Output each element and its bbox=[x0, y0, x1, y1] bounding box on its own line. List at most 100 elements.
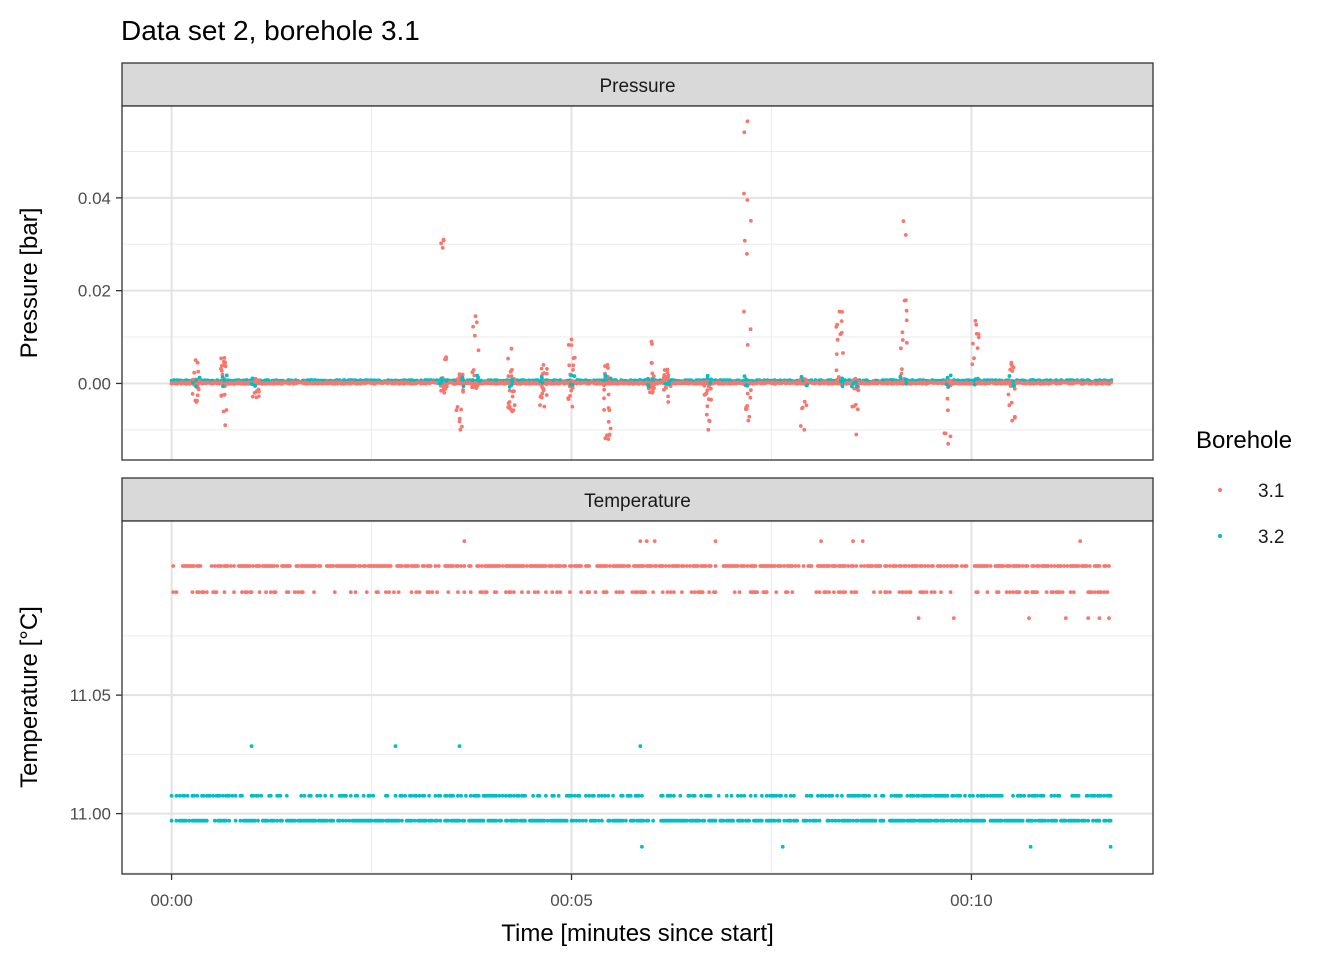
point-3-1 bbox=[617, 590, 622, 594]
point-3-1 bbox=[1009, 400, 1014, 405]
point-3-1 bbox=[508, 369, 513, 374]
pressure-points bbox=[169, 119, 1114, 446]
point-3-2 bbox=[385, 793, 390, 798]
point-3-1 bbox=[538, 403, 542, 407]
point-3-2 bbox=[795, 818, 799, 823]
point-3-1 bbox=[665, 367, 670, 372]
point-3-2 bbox=[1011, 379, 1015, 383]
point-3-2 bbox=[308, 793, 313, 798]
point-3-1 bbox=[1001, 564, 1006, 568]
point-3-2 bbox=[692, 793, 697, 798]
point-3-1 bbox=[899, 346, 903, 351]
point-3-2 bbox=[572, 374, 577, 378]
point-3-1 bbox=[566, 343, 571, 347]
point-3-1 bbox=[219, 366, 223, 371]
point-3-2 bbox=[945, 793, 950, 798]
point-3-2 bbox=[1054, 818, 1059, 823]
point-3-1 bbox=[607, 433, 612, 438]
point-3-1 bbox=[707, 590, 711, 594]
point-3-1 bbox=[1049, 564, 1054, 568]
point-3-1 bbox=[219, 394, 224, 398]
point-3-1 bbox=[558, 564, 563, 568]
point-3-1 bbox=[785, 590, 790, 594]
point-3-1 bbox=[507, 388, 512, 393]
point-3-2 bbox=[240, 793, 244, 798]
pressure-strip-label: Pressure bbox=[599, 76, 675, 97]
point-3-1 bbox=[520, 590, 524, 594]
point-3-2 bbox=[848, 818, 852, 823]
point-3-2 bbox=[788, 818, 793, 823]
point-3-2 bbox=[593, 818, 598, 823]
y-tick-label: 0.00 bbox=[78, 374, 111, 393]
point-3-1 bbox=[900, 367, 904, 371]
point-3-1 bbox=[606, 366, 610, 370]
point-3-2 bbox=[1092, 793, 1097, 798]
point-3-2 bbox=[688, 793, 692, 798]
point-3-1 bbox=[526, 590, 531, 594]
point-3-2 bbox=[587, 793, 591, 798]
point-3-2 bbox=[324, 818, 329, 823]
point-3-2 bbox=[839, 379, 843, 384]
point-3-2 bbox=[439, 376, 444, 381]
point-3-1 bbox=[550, 590, 555, 594]
point-3-1 bbox=[742, 564, 747, 568]
point-3-2 bbox=[249, 744, 254, 748]
point-3-1 bbox=[256, 381, 261, 386]
point-3-1 bbox=[939, 564, 943, 568]
point-3-2 bbox=[201, 793, 206, 798]
point-3-2 bbox=[840, 384, 845, 389]
point-3-2 bbox=[840, 376, 844, 381]
point-3-2 bbox=[462, 818, 467, 823]
point-3-2 bbox=[497, 793, 502, 798]
point-3-2 bbox=[435, 818, 439, 823]
point-3-2 bbox=[494, 818, 499, 823]
point-3-2 bbox=[233, 793, 238, 798]
point-3-2 bbox=[982, 793, 987, 798]
point-3-1 bbox=[622, 564, 627, 568]
point-3-1 bbox=[446, 590, 451, 594]
point-3-2 bbox=[204, 818, 209, 823]
point-3-1 bbox=[814, 590, 819, 594]
point-3-1 bbox=[973, 318, 978, 323]
point-3-1 bbox=[221, 359, 226, 364]
point-3-1 bbox=[988, 564, 993, 568]
point-3-2 bbox=[747, 818, 751, 823]
point-3-2 bbox=[611, 793, 615, 798]
point-3-1 bbox=[256, 378, 261, 383]
point-3-2 bbox=[916, 793, 921, 798]
point-3-1 bbox=[668, 590, 673, 594]
point-3-2 bbox=[477, 378, 482, 383]
point-3-2 bbox=[190, 380, 195, 385]
panel-background bbox=[122, 106, 1153, 460]
point-3-1 bbox=[456, 377, 461, 382]
point-3-2 bbox=[663, 381, 668, 386]
point-3-1 bbox=[662, 368, 667, 372]
point-3-2 bbox=[194, 378, 199, 383]
point-3-1 bbox=[1008, 367, 1013, 372]
point-3-2 bbox=[571, 818, 575, 823]
point-3-1 bbox=[1044, 590, 1049, 594]
point-3-2 bbox=[620, 818, 625, 823]
point-3-1 bbox=[442, 390, 447, 395]
point-3-1 bbox=[1068, 590, 1073, 594]
point-3-2 bbox=[596, 793, 601, 798]
point-3-1 bbox=[924, 590, 929, 594]
point-3-2 bbox=[315, 793, 320, 798]
point-3-1 bbox=[312, 590, 316, 594]
point-3-2 bbox=[814, 818, 819, 823]
point-3-1 bbox=[824, 590, 828, 594]
point-3-2 bbox=[873, 818, 878, 823]
point-3-1 bbox=[422, 564, 427, 568]
point-3-2 bbox=[278, 793, 283, 798]
point-3-1 bbox=[888, 590, 892, 594]
point-3-1 bbox=[604, 590, 609, 594]
point-3-1 bbox=[950, 564, 955, 568]
temperature-gridlines bbox=[122, 521, 1153, 874]
point-3-1 bbox=[899, 564, 903, 568]
point-3-2 bbox=[824, 793, 828, 798]
point-3-2 bbox=[446, 818, 451, 823]
point-3-1 bbox=[681, 564, 686, 568]
point-3-1 bbox=[524, 564, 529, 568]
point-3-1 bbox=[286, 590, 291, 594]
point-3-1 bbox=[654, 564, 659, 568]
